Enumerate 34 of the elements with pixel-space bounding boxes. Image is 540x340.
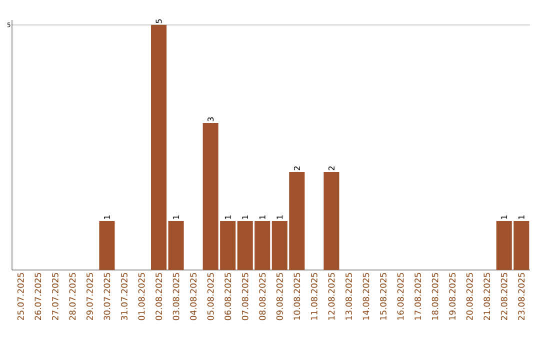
x-tick-label: 14.08.2025 (362, 272, 370, 320)
x-tick-label: 04.08.2025 (190, 272, 197, 320)
x-tick-label: 10.08.2025 (294, 272, 300, 320)
bar (168, 220, 184, 270)
bar (151, 24, 167, 270)
x-tick-label: 12.08.2025 (328, 272, 335, 320)
x-tick-label: 28.07.2025 (69, 272, 76, 320)
x-tick-label: 11.08.2025 (310, 272, 318, 320)
x-tick-label: 29.07.2025 (86, 272, 93, 320)
x-tick-label: 27.07.2025 (52, 272, 58, 320)
x-tick-label: 17.08.2025 (414, 272, 421, 320)
x-tick-label: 20.08.2025 (466, 272, 473, 320)
x-tick-label: 09.08.2025 (276, 272, 283, 320)
x-tick-label: 02.08.2025 (156, 272, 162, 320)
x-tick-label: 22.08.2025 (500, 272, 508, 320)
x-tick-label: 26.07.2025 (34, 272, 42, 320)
x-tick-label: 23.08.2025 (518, 272, 525, 320)
x-tick-label: 18.08.2025 (432, 272, 438, 320)
x-tick-label: 25.07.2025 (17, 272, 24, 320)
x-tick-label: 05.08.2025 (207, 272, 214, 320)
x-tick-label: 06.08.2025 (224, 272, 232, 320)
x-tick-label: 07.08.2025 (242, 272, 248, 320)
x-tick-label: 15.08.2025 (380, 272, 386, 320)
x-tick-label: 03.08.2025 (172, 272, 180, 320)
x-tick-label: 21.08.2025 (484, 272, 490, 320)
x-tick-label: 13.08.2025 (346, 272, 352, 320)
x-tick-label: 08.08.2025 (259, 272, 266, 320)
x-tick-label: 30.07.2025 (104, 272, 110, 320)
x-tick-label: 16.08.2025 (397, 272, 404, 320)
x-tick-label: 19.08.2025 (449, 272, 456, 320)
x-tick-label: 01.08.2025 (138, 272, 145, 320)
bar (324, 172, 340, 270)
bar (99, 220, 115, 270)
x-tick-label: 31.07.2025 (121, 272, 128, 320)
